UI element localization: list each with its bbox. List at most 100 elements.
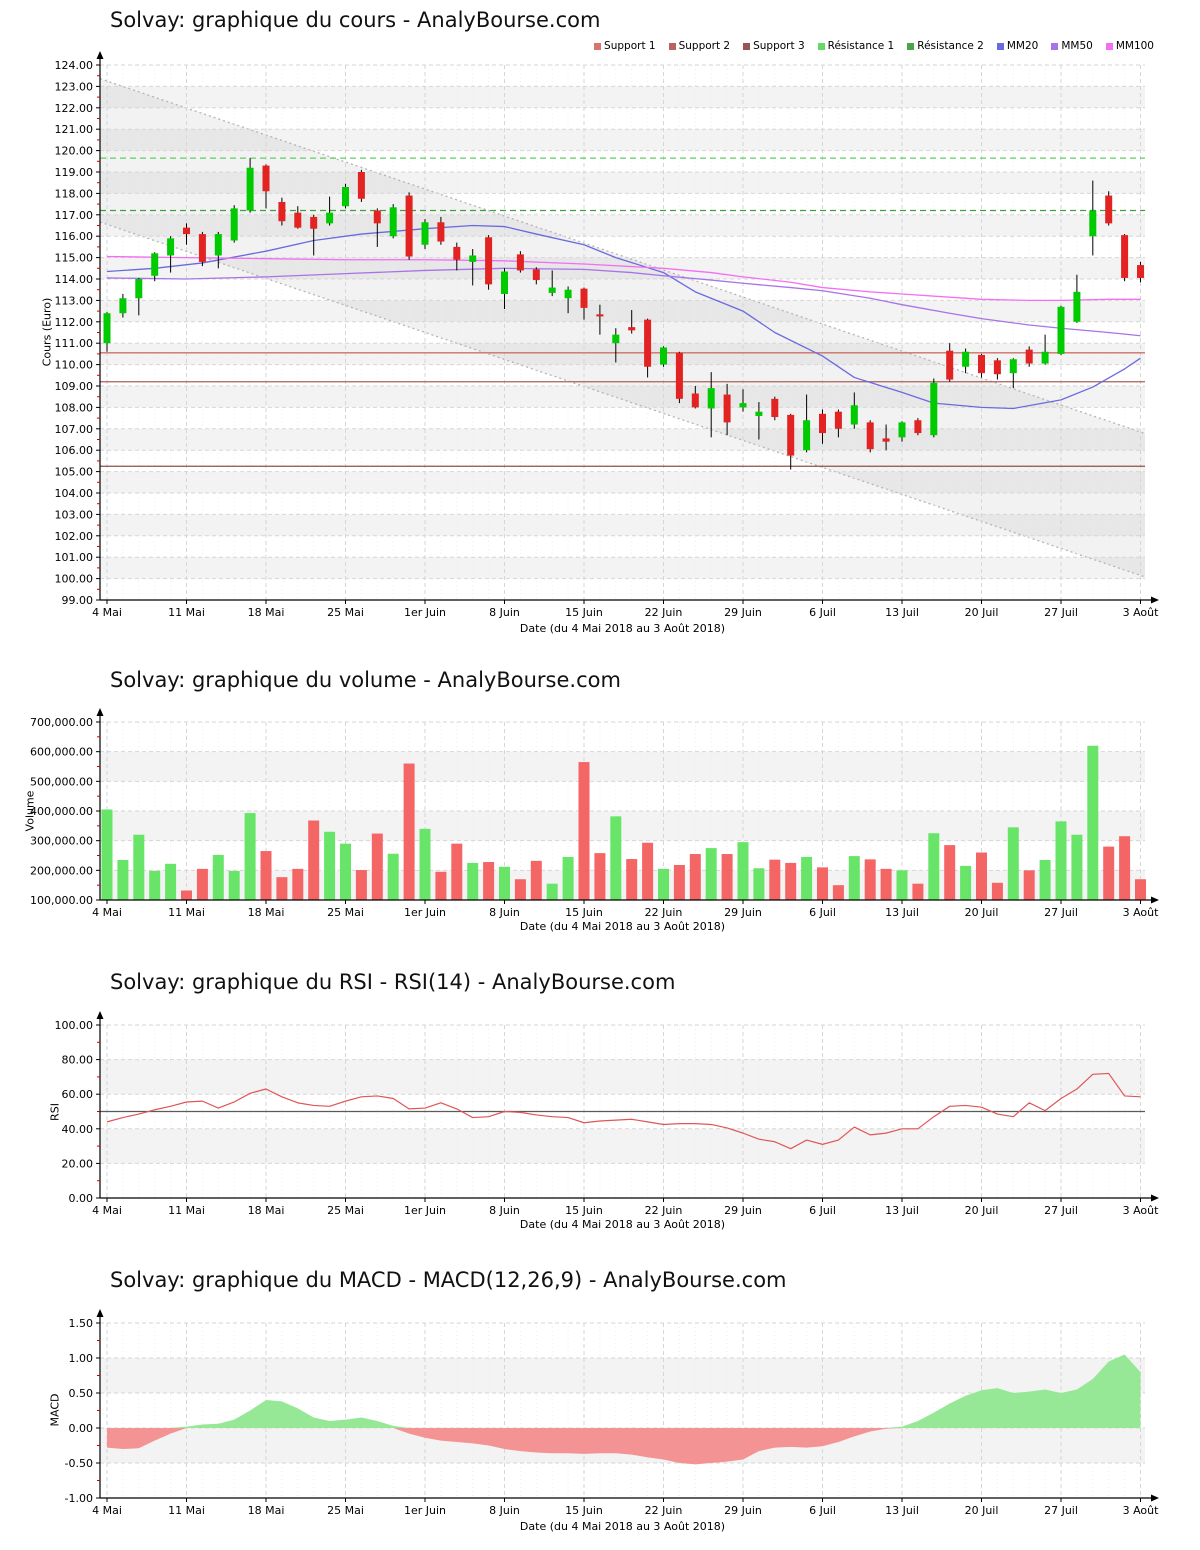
svg-text:11 Mai: 11 Mai — [168, 606, 205, 619]
legend-item-support-2: Support 2 — [668, 40, 731, 52]
svg-text:-1.00: -1.00 — [65, 1492, 93, 1505]
svg-text:8 Juin: 8 Juin — [489, 1504, 520, 1517]
svg-text:6 Juil: 6 Juil — [809, 906, 836, 919]
svg-text:27 Juil: 27 Juil — [1044, 606, 1078, 619]
regression-channel — [99, 78, 1146, 578]
legend-label-mm100: MM100 — [1115, 40, 1154, 52]
svg-text:109.00: 109.00 — [55, 380, 94, 393]
svg-text:100.00: 100.00 — [55, 573, 94, 586]
svg-text:3 Août: 3 Août — [1123, 606, 1160, 619]
svg-text:6 Juil: 6 Juil — [809, 1504, 836, 1517]
svg-text:25 Mai: 25 Mai — [327, 1504, 364, 1517]
legend-swatch-mm100 — [1105, 42, 1113, 50]
x-axis-caption-volume: Date (du 4 Mai 2018 au 3 Août 2018) — [519, 920, 726, 933]
legend-label-resistance-1: Résistance 1 — [827, 40, 895, 52]
svg-text:118.00: 118.00 — [55, 187, 94, 200]
legend-label-support-2: Support 2 — [678, 40, 731, 52]
svg-text:27 Juil: 27 Juil — [1044, 906, 1078, 919]
svg-text:200,000.00: 200,000.00 — [30, 864, 93, 877]
candlesticks — [103, 158, 1144, 470]
svg-text:116.00: 116.00 — [55, 230, 94, 243]
svg-text:100.00: 100.00 — [55, 1019, 94, 1032]
svg-text:102.00: 102.00 — [55, 530, 94, 543]
moving-average-lines — [106, 224, 1141, 410]
legend-item-resistance-2: Résistance 2 — [907, 40, 984, 52]
svg-text:29 Juin: 29 Juin — [724, 906, 762, 919]
svg-text:27 Juil: 27 Juil — [1044, 1204, 1078, 1217]
svg-text:117.00: 117.00 — [55, 209, 94, 222]
svg-text:0.50: 0.50 — [69, 1387, 94, 1400]
svg-text:11 Mai: 11 Mai — [168, 1204, 205, 1217]
svg-text:22 Juin: 22 Juin — [645, 606, 683, 619]
svg-text:8 Juin: 8 Juin — [489, 906, 520, 919]
svg-text:13 Juil: 13 Juil — [885, 906, 919, 919]
svg-text:400,000.00: 400,000.00 — [30, 805, 93, 818]
legend-label-mm20: MM20 — [1006, 40, 1039, 52]
svg-text:106.00: 106.00 — [55, 444, 94, 457]
svg-text:0.00: 0.00 — [69, 1192, 94, 1205]
legend-swatch-resistance-1 — [817, 42, 825, 50]
svg-text:15 Juin: 15 Juin — [565, 1204, 603, 1217]
legend-swatch-support-3 — [743, 42, 751, 50]
y-axis-label-macd: MACD — [48, 1393, 62, 1427]
svg-text:4 Mai: 4 Mai — [92, 606, 122, 619]
svg-text:107.00: 107.00 — [55, 423, 94, 436]
svg-text:80.00: 80.00 — [62, 1054, 94, 1067]
svg-text:20 Juil: 20 Juil — [965, 906, 999, 919]
svg-text:18 Mai: 18 Mai — [248, 906, 285, 919]
svg-text:123.00: 123.00 — [55, 80, 94, 93]
svg-text:15 Juin: 15 Juin — [565, 906, 603, 919]
legend-label-support-1: Support 1 — [604, 40, 656, 52]
legend-label-resistance-2: Résistance 2 — [917, 40, 984, 52]
svg-text:121.00: 121.00 — [55, 123, 94, 136]
y-axis-label-cours: Cours (Euro) — [40, 297, 54, 367]
svg-text:6 Juil: 6 Juil — [809, 606, 836, 619]
svg-text:-0.50: -0.50 — [65, 1457, 93, 1470]
svg-text:22 Juin: 22 Juin — [645, 906, 683, 919]
svg-text:1.00: 1.00 — [69, 1352, 94, 1365]
legend-swatch-support-1 — [594, 42, 602, 50]
svg-text:20 Juil: 20 Juil — [965, 1504, 999, 1517]
x-axis-caption-macd: Date (du 4 Mai 2018 au 3 Août 2018) — [519, 1520, 726, 1533]
svg-text:101.00: 101.00 — [55, 551, 94, 564]
svg-text:20 Juil: 20 Juil — [965, 1204, 999, 1217]
svg-text:22 Juin: 22 Juin — [645, 1504, 683, 1517]
legend-label-support-3: Support 3 — [753, 40, 805, 52]
x-axis-caption-rsi: Date (du 4 Mai 2018 au 3 Août 2018) — [519, 1218, 726, 1231]
svg-text:4 Mai: 4 Mai — [92, 906, 122, 919]
svg-text:700,000.00: 700,000.00 — [30, 716, 93, 729]
svg-text:124.00: 124.00 — [55, 59, 94, 72]
legend-swatch-mm20 — [996, 42, 1004, 50]
svg-text:13 Juil: 13 Juil — [885, 1204, 919, 1217]
rsi-line — [106, 1072, 1141, 1150]
svg-text:25 Mai: 25 Mai — [327, 906, 364, 919]
svg-text:0.00: 0.00 — [69, 1422, 94, 1435]
svg-text:3 Août: 3 Août — [1123, 906, 1160, 919]
svg-text:105.00: 105.00 — [55, 466, 94, 479]
svg-text:115.00: 115.00 — [55, 252, 94, 265]
volume-bars — [101, 745, 1146, 900]
svg-text:18 Mai: 18 Mai — [248, 606, 285, 619]
svg-text:120.00: 120.00 — [55, 145, 94, 158]
svg-text:3 Août: 3 Août — [1123, 1504, 1160, 1517]
svg-text:18 Mai: 18 Mai — [248, 1204, 285, 1217]
y-axis-label-volume: Volume — [23, 790, 37, 832]
svg-text:20 Juil: 20 Juil — [965, 606, 999, 619]
svg-text:3 Août: 3 Août — [1123, 1204, 1160, 1217]
svg-text:27 Juil: 27 Juil — [1044, 1504, 1078, 1517]
legend-item-support-3: Support 3 — [743, 40, 805, 52]
svg-text:25 Mai: 25 Mai — [327, 606, 364, 619]
legend-item-support-1: Support 1 — [594, 40, 656, 52]
svg-text:22 Juin: 22 Juin — [645, 1204, 683, 1217]
svg-text:1er Juin: 1er Juin — [404, 1504, 446, 1517]
legend-label-mm50: MM50 — [1061, 40, 1093, 52]
svg-text:122.00: 122.00 — [55, 102, 94, 115]
legend-item-resistance-1: Résistance 1 — [817, 40, 895, 52]
svg-text:40.00: 40.00 — [62, 1123, 94, 1136]
svg-text:4 Mai: 4 Mai — [92, 1504, 122, 1517]
price-chart-legend: Support 1 Support 2 Support 3 Résistance 1 R… — [594, 40, 1154, 52]
svg-text:114.00: 114.00 — [55, 273, 94, 286]
svg-text:29 Juin: 29 Juin — [724, 1204, 762, 1217]
svg-text:20.00: 20.00 — [62, 1157, 94, 1170]
